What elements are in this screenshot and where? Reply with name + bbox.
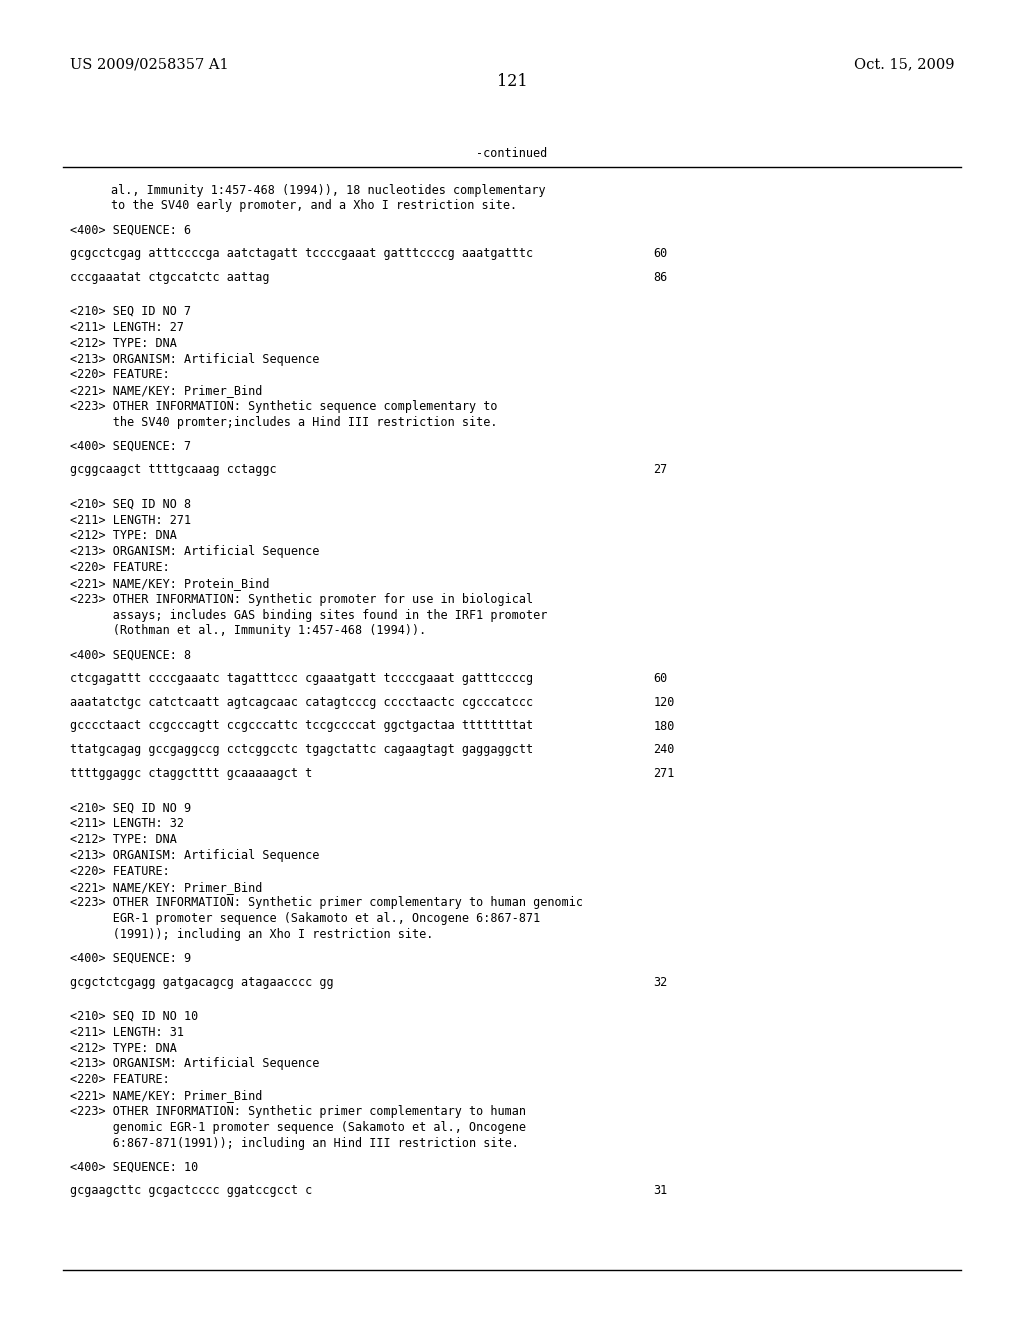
Text: <210> SEQ ID NO 7: <210> SEQ ID NO 7 bbox=[70, 305, 190, 318]
Text: (1991)); including an Xho I restriction site.: (1991)); including an Xho I restriction … bbox=[70, 928, 433, 941]
Text: 271: 271 bbox=[653, 767, 675, 780]
Text: <221> NAME/KEY: Primer_Bind: <221> NAME/KEY: Primer_Bind bbox=[70, 384, 262, 397]
Text: <213> ORGANISM: Artificial Sequence: <213> ORGANISM: Artificial Sequence bbox=[70, 849, 319, 862]
Text: <220> FEATURE:: <220> FEATURE: bbox=[70, 561, 169, 574]
Text: US 2009/0258357 A1: US 2009/0258357 A1 bbox=[70, 58, 228, 71]
Text: 6:867-871(1991)); including an Hind III restriction site.: 6:867-871(1991)); including an Hind III … bbox=[70, 1137, 518, 1150]
Text: ttttggaggc ctaggctttt gcaaaaagct t: ttttggaggc ctaggctttt gcaaaaagct t bbox=[70, 767, 312, 780]
Text: <221> NAME/KEY: Protein_Bind: <221> NAME/KEY: Protein_Bind bbox=[70, 577, 269, 590]
Text: al., Immunity 1:457-468 (1994)), 18 nucleotides complementary: al., Immunity 1:457-468 (1994)), 18 nucl… bbox=[111, 183, 545, 197]
Text: assays; includes GAS binding sites found in the IRF1 promoter: assays; includes GAS binding sites found… bbox=[70, 609, 547, 622]
Text: <210> SEQ ID NO 8: <210> SEQ ID NO 8 bbox=[70, 498, 190, 511]
Text: gcgctctcgagg gatgacagcg atagaacccc gg: gcgctctcgagg gatgacagcg atagaacccc gg bbox=[70, 975, 333, 989]
Text: ctcgagattt ccccgaaatc tagatttccc cgaaatgatt tccccgaaat gatttccccg: ctcgagattt ccccgaaatc tagatttccc cgaaatg… bbox=[70, 672, 532, 685]
Text: <400> SEQUENCE: 6: <400> SEQUENCE: 6 bbox=[70, 223, 190, 236]
Text: 27: 27 bbox=[653, 463, 668, 477]
Text: -continued: -continued bbox=[476, 147, 548, 160]
Text: <223> OTHER INFORMATION: Synthetic primer complementary to human: <223> OTHER INFORMATION: Synthetic prime… bbox=[70, 1105, 525, 1118]
Text: <210> SEQ ID NO 10: <210> SEQ ID NO 10 bbox=[70, 1010, 198, 1023]
Text: <210> SEQ ID NO 9: <210> SEQ ID NO 9 bbox=[70, 801, 190, 814]
Text: <221> NAME/KEY: Primer_Bind: <221> NAME/KEY: Primer_Bind bbox=[70, 880, 262, 894]
Text: <212> TYPE: DNA: <212> TYPE: DNA bbox=[70, 529, 176, 543]
Text: gcccctaact ccgcccagtt ccgcccattc tccgccccat ggctgactaa ttttttttat: gcccctaact ccgcccagtt ccgcccattc tccgccc… bbox=[70, 719, 532, 733]
Text: cccgaaatat ctgccatctc aattag: cccgaaatat ctgccatctc aattag bbox=[70, 271, 269, 284]
Text: <400> SEQUENCE: 7: <400> SEQUENCE: 7 bbox=[70, 440, 190, 453]
Text: <211> LENGTH: 32: <211> LENGTH: 32 bbox=[70, 817, 183, 830]
Text: <211> LENGTH: 31: <211> LENGTH: 31 bbox=[70, 1026, 183, 1039]
Text: 60: 60 bbox=[653, 672, 668, 685]
Text: EGR-1 promoter sequence (Sakamoto et al., Oncogene 6:867-871: EGR-1 promoter sequence (Sakamoto et al.… bbox=[70, 912, 540, 925]
Text: the SV40 promter;includes a Hind III restriction site.: the SV40 promter;includes a Hind III res… bbox=[70, 416, 497, 429]
Text: gcggcaagct ttttgcaaag cctaggc: gcggcaagct ttttgcaaag cctaggc bbox=[70, 463, 276, 477]
Text: 31: 31 bbox=[653, 1184, 668, 1197]
Text: 32: 32 bbox=[653, 975, 668, 989]
Text: <223> OTHER INFORMATION: Synthetic promoter for use in biological: <223> OTHER INFORMATION: Synthetic promo… bbox=[70, 593, 532, 606]
Text: gcgaagcttc gcgactcccc ggatccgcct c: gcgaagcttc gcgactcccc ggatccgcct c bbox=[70, 1184, 312, 1197]
Text: 120: 120 bbox=[653, 696, 675, 709]
Text: <213> ORGANISM: Artificial Sequence: <213> ORGANISM: Artificial Sequence bbox=[70, 352, 319, 366]
Text: Oct. 15, 2009: Oct. 15, 2009 bbox=[854, 58, 954, 71]
Text: <211> LENGTH: 271: <211> LENGTH: 271 bbox=[70, 513, 190, 527]
Text: <221> NAME/KEY: Primer_Bind: <221> NAME/KEY: Primer_Bind bbox=[70, 1089, 262, 1102]
Text: <220> FEATURE:: <220> FEATURE: bbox=[70, 865, 169, 878]
Text: to the SV40 early promoter, and a Xho I restriction site.: to the SV40 early promoter, and a Xho I … bbox=[111, 199, 517, 213]
Text: 121: 121 bbox=[497, 74, 527, 90]
Text: 86: 86 bbox=[653, 271, 668, 284]
Text: aaatatctgc catctcaatt agtcagcaac catagtcccg cccctaactc cgcccatccc: aaatatctgc catctcaatt agtcagcaac catagtc… bbox=[70, 696, 532, 709]
Text: <400> SEQUENCE: 10: <400> SEQUENCE: 10 bbox=[70, 1160, 198, 1173]
Text: <400> SEQUENCE: 8: <400> SEQUENCE: 8 bbox=[70, 648, 190, 661]
Text: <223> OTHER INFORMATION: Synthetic primer complementary to human genomic: <223> OTHER INFORMATION: Synthetic prime… bbox=[70, 896, 583, 909]
Text: <213> ORGANISM: Artificial Sequence: <213> ORGANISM: Artificial Sequence bbox=[70, 545, 319, 558]
Text: <220> FEATURE:: <220> FEATURE: bbox=[70, 368, 169, 381]
Text: <400> SEQUENCE: 9: <400> SEQUENCE: 9 bbox=[70, 952, 190, 965]
Text: <212> TYPE: DNA: <212> TYPE: DNA bbox=[70, 833, 176, 846]
Text: ttatgcagag gccgaggccg cctcggcctc tgagctattc cagaagtagt gaggaggctt: ttatgcagag gccgaggccg cctcggcctc tgagcta… bbox=[70, 743, 532, 756]
Text: <211> LENGTH: 27: <211> LENGTH: 27 bbox=[70, 321, 183, 334]
Text: <212> TYPE: DNA: <212> TYPE: DNA bbox=[70, 337, 176, 350]
Text: <220> FEATURE:: <220> FEATURE: bbox=[70, 1073, 169, 1086]
Text: <223> OTHER INFORMATION: Synthetic sequence complementary to: <223> OTHER INFORMATION: Synthetic seque… bbox=[70, 400, 497, 413]
Text: <213> ORGANISM: Artificial Sequence: <213> ORGANISM: Artificial Sequence bbox=[70, 1057, 319, 1071]
Text: 180: 180 bbox=[653, 719, 675, 733]
Text: <212> TYPE: DNA: <212> TYPE: DNA bbox=[70, 1041, 176, 1055]
Text: 240: 240 bbox=[653, 743, 675, 756]
Text: 60: 60 bbox=[653, 247, 668, 260]
Text: gcgcctcgag atttccccga aatctagatt tccccgaaat gatttccccg aaatgatttc: gcgcctcgag atttccccga aatctagatt tccccga… bbox=[70, 247, 532, 260]
Text: (Rothman et al., Immunity 1:457-468 (1994)).: (Rothman et al., Immunity 1:457-468 (199… bbox=[70, 624, 426, 638]
Text: genomic EGR-1 promoter sequence (Sakamoto et al., Oncogene: genomic EGR-1 promoter sequence (Sakamot… bbox=[70, 1121, 525, 1134]
